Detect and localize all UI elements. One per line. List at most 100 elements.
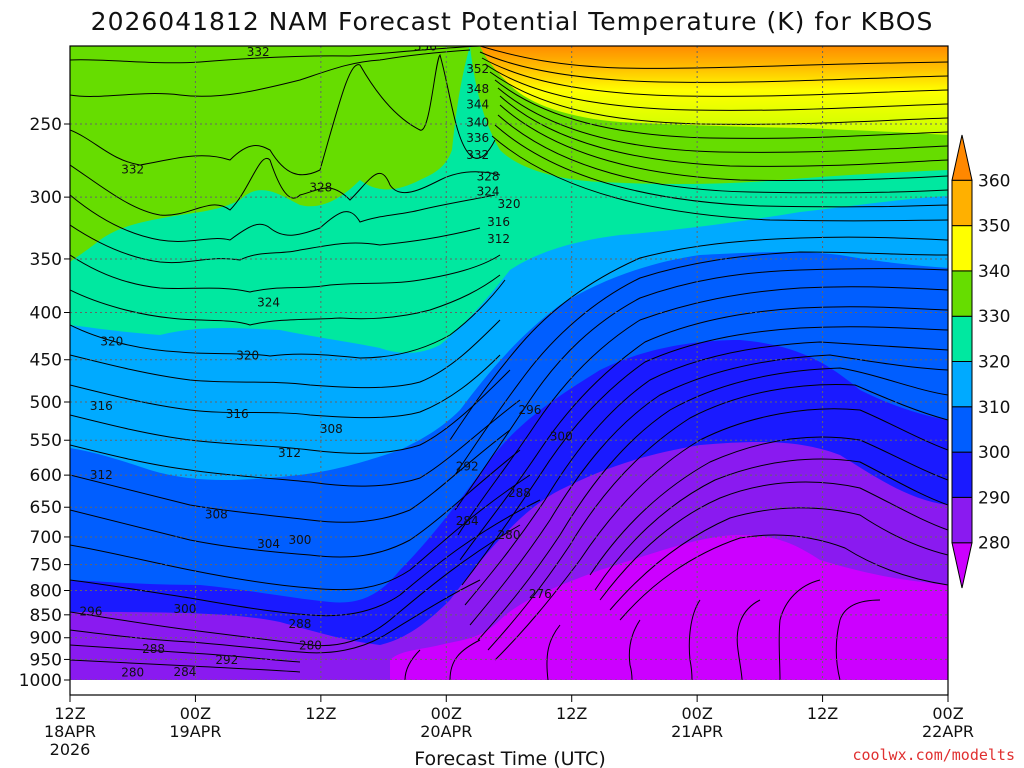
- x-tick-date: 18APR: [44, 722, 96, 741]
- contour-label: 300: [288, 533, 311, 547]
- x-tick-hour: 12Z: [807, 704, 838, 723]
- contour-label: 312: [278, 446, 301, 460]
- contour-label: 352: [466, 62, 489, 76]
- contour-label: 308: [320, 422, 343, 436]
- temperature-bands: [70, 46, 948, 680]
- contour-label: 356: [414, 39, 437, 53]
- contour-label: 328: [309, 181, 332, 195]
- contour-label: 280: [299, 639, 322, 653]
- colorbar-segment: [951, 225, 973, 272]
- y-tick-label: 700: [30, 528, 62, 548]
- isentropes: [70, 46, 948, 680]
- y-tick-label: 800: [30, 582, 62, 602]
- x-tick-date: 21APR: [671, 722, 723, 741]
- x-tick-date: 20APR: [420, 722, 472, 741]
- colorbar-label: 350: [978, 217, 1010, 237]
- colorbar-segment: [951, 406, 973, 453]
- contour-label: 284: [456, 514, 479, 528]
- contour-label: 328: [477, 170, 500, 184]
- colorbar-segment: [951, 134, 973, 181]
- y-tick-label: 450: [30, 351, 62, 371]
- contour-label: 324: [257, 295, 280, 309]
- colorbar-segment: [951, 361, 973, 408]
- y-tick-label: 650: [30, 498, 62, 518]
- contour-label: 316: [90, 399, 113, 413]
- colorbar-label: 360: [978, 171, 1010, 191]
- x-tick-hour: 00Z: [681, 704, 712, 723]
- y-tick-label: 400: [30, 304, 62, 324]
- y-tick-label: 750: [30, 556, 62, 576]
- colorbar-segment: [951, 270, 973, 317]
- site-credit[interactable]: coolwx.com/modelts: [852, 746, 1015, 764]
- y-axis: 250 300 350 400 450 500 550 600 650 700 750 800 850 9…: [19, 115, 70, 691]
- contour-label: 312: [90, 468, 113, 482]
- contour-label: 340: [466, 115, 489, 129]
- colorbar-label: 320: [978, 353, 1010, 373]
- contour-label: 288: [508, 486, 531, 500]
- colorbar-label: 290: [978, 488, 1010, 508]
- contour-labels: 3563523483443403363323283243203163123323…: [79, 39, 573, 680]
- y-tick-label: 850: [30, 606, 62, 626]
- y-tick-label: 250: [30, 115, 62, 135]
- grid: [70, 46, 948, 680]
- contour-label: 296: [518, 403, 541, 417]
- colorbar-label: 310: [978, 398, 1010, 418]
- x-tick-year: 2026: [50, 740, 91, 759]
- contour-label: 332: [466, 148, 489, 162]
- contour-label: 284: [174, 665, 197, 679]
- colorbar-segment: [951, 315, 973, 362]
- contour-label: 292: [456, 459, 479, 473]
- colorbar-label: 330: [978, 307, 1010, 327]
- plot-area: 3563523483443403363323283243203163123323…: [70, 39, 948, 680]
- colorbar-segment: [951, 179, 973, 227]
- colorbar-label: 340: [978, 262, 1010, 282]
- x-tick-date: 19APR: [169, 722, 221, 741]
- y-tick-label: 600: [30, 466, 62, 486]
- x-tick-hour: 12Z: [556, 704, 587, 723]
- contour-label: 332: [121, 162, 144, 176]
- chart-title: 2026041812 NAM Forecast Potential Temper…: [91, 7, 934, 36]
- y-tick-label: 900: [30, 629, 62, 649]
- contour-label: 348: [466, 82, 489, 96]
- contour-label: 288: [142, 642, 165, 656]
- contour-label: 332: [247, 45, 270, 59]
- band-350: [480, 46, 948, 135]
- band-340: [70, 46, 470, 262]
- colorbar-segment: [951, 542, 973, 589]
- contour-label: 344: [466, 97, 489, 111]
- plot-frame: [69, 45, 949, 696]
- x-tick-hour: 12Z: [54, 704, 85, 723]
- contour-label: 308: [205, 508, 228, 522]
- x-tick-hour: 00Z: [180, 704, 211, 723]
- y-tick-label: 500: [30, 393, 62, 413]
- x-axis-label: Forecast Time (UTC): [414, 748, 605, 768]
- contour-label: 276: [529, 587, 552, 601]
- colorbar: 280 290 300 310 320 330 340 350 360: [951, 134, 1010, 589]
- contour-label: 312: [487, 232, 510, 246]
- y-tick-label: 300: [30, 188, 62, 208]
- x-tick-date: 22APR: [922, 722, 974, 741]
- contour-label: 300: [550, 430, 573, 444]
- contour-label: 320: [236, 348, 259, 362]
- x-tick-hour: 12Z: [305, 704, 336, 723]
- x-tick-hour: 00Z: [932, 704, 963, 723]
- contour-label: 324: [477, 185, 500, 199]
- contour-label: 316: [226, 407, 249, 421]
- colorbar-label: 280: [978, 534, 1010, 554]
- y-tick-label: 950: [30, 650, 62, 670]
- contour-label: 320: [100, 335, 123, 349]
- colorbar-segment: [951, 451, 973, 498]
- contour-label: 320: [498, 197, 521, 211]
- contour-label: 292: [215, 653, 238, 667]
- y-tick-label: 1000: [19, 671, 62, 691]
- x-tick-hour: 00Z: [431, 704, 462, 723]
- contour-label: 300: [174, 602, 197, 616]
- colorbar-segment: [951, 496, 973, 544]
- contour-label: 288: [288, 617, 311, 631]
- colorbar-label: 300: [978, 443, 1010, 463]
- contour-label: 304: [257, 537, 280, 551]
- contour-label: 296: [79, 605, 102, 619]
- contour-label: 336: [466, 131, 489, 145]
